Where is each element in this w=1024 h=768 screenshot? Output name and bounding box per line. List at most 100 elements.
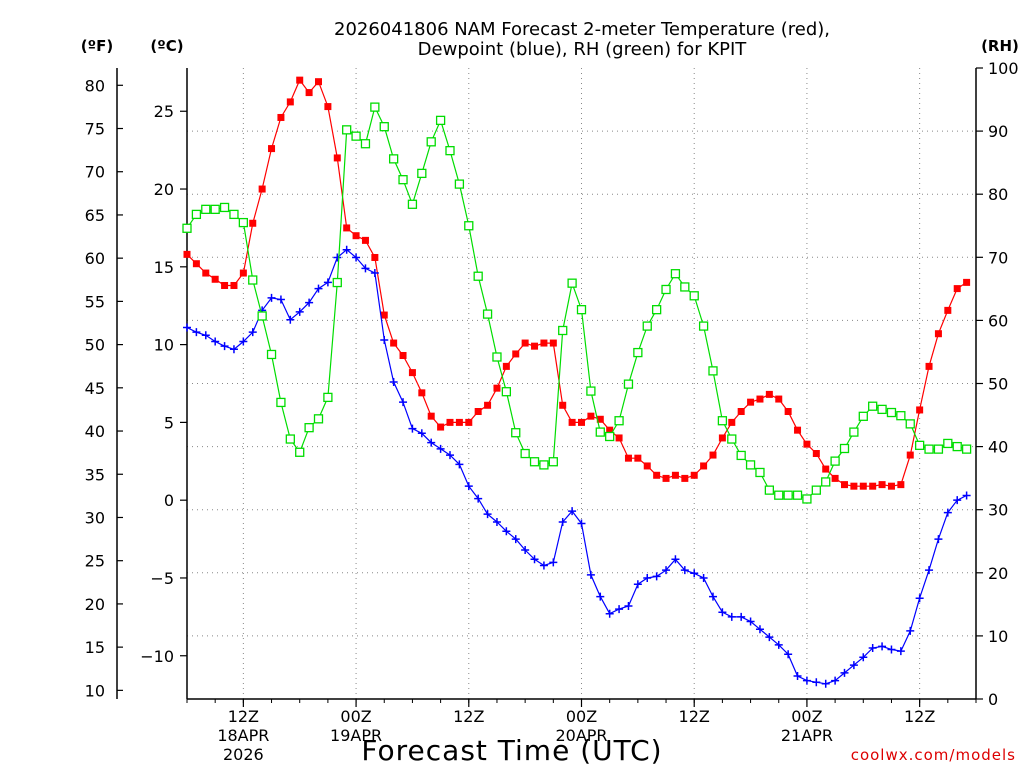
temperature-point [249, 219, 257, 227]
dewpoint-point [220, 342, 229, 351]
rh-point [576, 305, 587, 315]
rh-point [435, 115, 446, 126]
celsius-tick-label: 15 [154, 258, 174, 277]
rh-point [821, 477, 831, 487]
temperature-point [690, 471, 698, 479]
rh-tick-label: 40 [988, 438, 1008, 457]
rh-point [586, 386, 596, 396]
dewpoint-point [690, 569, 699, 578]
rh-point [445, 146, 455, 156]
rh-point [473, 271, 483, 281]
temperature-point [944, 306, 952, 314]
rh-point [520, 448, 530, 459]
dewpoint-point [521, 545, 530, 554]
fahrenheit-tick-label: 65 [85, 206, 105, 225]
temperature-point [455, 418, 463, 426]
x-tick-label: 12Z [904, 707, 935, 726]
rh-point [539, 460, 549, 470]
temperature-point [549, 339, 557, 347]
dewpoint-point [502, 527, 511, 536]
dewpoint-point [812, 678, 821, 687]
rh-point [792, 490, 803, 500]
temperature-point [925, 362, 933, 370]
fahrenheit-tick-label: 35 [85, 465, 105, 484]
rh-point [323, 392, 333, 403]
dewpoint-point [530, 555, 539, 564]
temperature-point [333, 154, 341, 162]
dewpoint-point [408, 424, 417, 433]
chart-title-line-2: Dewpoint (blue), RH (green) for KPIT [418, 39, 748, 60]
celsius-tick-label: 25 [154, 102, 174, 121]
temperature-point [587, 412, 595, 420]
dewpoint-point [586, 570, 595, 579]
dewpoint-point [887, 645, 896, 654]
dewpoint-point [305, 298, 314, 307]
x-tick-label: 12Z [228, 707, 259, 726]
temperature-point [897, 481, 905, 489]
temperature-point [578, 418, 585, 426]
temperature-point [474, 408, 482, 416]
rh-tick-label: 70 [988, 248, 1008, 267]
temperature-point [446, 418, 454, 426]
rh-point [924, 444, 934, 454]
rh-tick-label: 30 [988, 501, 1008, 520]
rh-point [623, 379, 634, 389]
rh-point [774, 490, 784, 500]
dewpoint-point [417, 429, 426, 438]
x-tick-year-label: 2026 [223, 745, 264, 764]
dewpoint-point [718, 608, 727, 617]
temperature-point [427, 412, 435, 420]
dewpoint-point [605, 609, 614, 618]
temperature-point [765, 390, 773, 398]
temperature-point [963, 278, 971, 286]
temperature-point [934, 330, 942, 338]
rh-point [182, 223, 192, 233]
dewpoint-point [229, 345, 238, 354]
temperature-point [418, 389, 426, 397]
temperature-point [268, 145, 276, 153]
rh-point [868, 401, 878, 411]
dewpoint-point [558, 517, 567, 526]
dewpoint-point [248, 328, 257, 337]
temperature-point [221, 281, 229, 289]
temperature-point [286, 98, 294, 106]
dewpoint-point [492, 517, 501, 526]
rh-point [464, 221, 474, 231]
temperature-point [803, 440, 811, 448]
dewpoint-point [633, 580, 642, 589]
temperature-point [183, 250, 191, 258]
dewpoint-point [399, 398, 408, 407]
rh-point [238, 217, 249, 228]
temperature-point [239, 269, 247, 277]
rh-point [896, 411, 906, 421]
temperature-point [794, 426, 802, 434]
temperature-point [437, 423, 445, 431]
temperature-point [211, 275, 219, 283]
rh-point [332, 277, 342, 288]
dewpoint-point [483, 510, 492, 519]
rh-tick-label: 0 [988, 690, 998, 709]
dewpoint-point [342, 245, 351, 254]
temperature-point [728, 418, 736, 426]
fahrenheit-tick-label: 75 [85, 120, 105, 139]
rh-point [680, 282, 690, 292]
temperature-point [869, 482, 877, 490]
temperature-point [296, 76, 304, 84]
x-tick-label: 12Z [453, 707, 484, 726]
temperature-point [662, 474, 670, 482]
rh-point [886, 407, 897, 418]
credit-text: coolwx.com/models [851, 746, 1016, 764]
fahrenheit-tick-label: 45 [85, 379, 105, 398]
rh-point [849, 427, 859, 437]
rh-point [689, 291, 699, 301]
dewpoint-point [211, 337, 220, 346]
celsius-tick-label: −10 [140, 647, 174, 666]
temperature-point [747, 398, 755, 406]
dewpoint-point [699, 573, 708, 582]
rh-point [839, 443, 850, 454]
dewpoint-point [953, 496, 962, 505]
temperature-point [784, 408, 792, 416]
rh-point [219, 202, 230, 213]
x-tick-date-label: 18APR [217, 726, 269, 745]
grid-lines [187, 68, 976, 699]
